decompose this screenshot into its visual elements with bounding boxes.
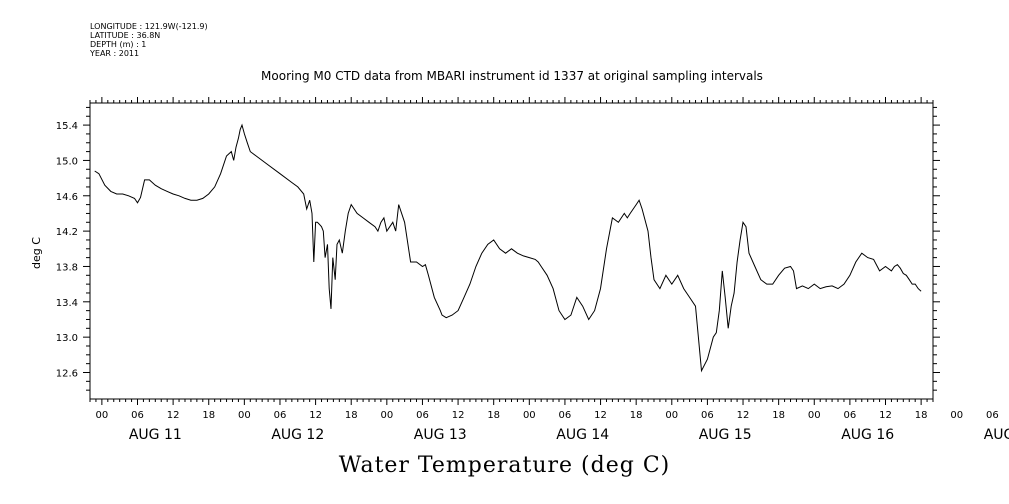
x-tick-label: 18 (345, 410, 358, 421)
y-tick-label: 13.8 (56, 262, 78, 273)
x-tick-label: 00 (96, 410, 109, 421)
y-tick-label: 12.6 (56, 368, 78, 379)
y-tick-label: 13.4 (56, 298, 78, 309)
x-tick-label: 12 (594, 410, 607, 421)
x-tick-label: 06 (986, 410, 999, 421)
x-tick-label: 00 (238, 410, 251, 421)
x-tick-label: 06 (274, 410, 287, 421)
axis-ticks (83, 97, 940, 405)
x-tick-label: 06 (701, 410, 714, 421)
x-axis-title: Water Temperature (deg C) (338, 453, 671, 478)
day-label: AUG 16 (841, 427, 894, 443)
x-tick-label: 06 (131, 410, 144, 421)
x-tick-label: 00 (665, 410, 678, 421)
y-tick-label: 13.0 (56, 333, 78, 344)
y-tick-label: 15.4 (56, 121, 78, 132)
x-tick-label: 00 (808, 410, 821, 421)
day-label: AUG 11 (129, 427, 182, 443)
x-tick-label: 12 (737, 410, 750, 421)
y-tick-labels: 12.6 13.0 13.4 13.8 14.2 14.6 15.0 15.4 (56, 121, 78, 379)
station-metadata: LONGITUDE : 121.9W(-121.9) LATITUDE : 36… (90, 22, 208, 58)
x-tick-label: 12 (167, 410, 180, 421)
y-tick-label: 15.0 (56, 156, 78, 167)
x-tick-label: 00 (380, 410, 393, 421)
plot-frame (89, 102, 934, 400)
x-tick-label: 06 (416, 410, 429, 421)
day-labels: AUG 11 AUG 12 AUG 13 AUG 14 AUG 15 AUG 16 AUG … (129, 427, 1009, 443)
x-tick-label: 12 (452, 410, 465, 421)
year-label: YEAR : 2011 (90, 49, 140, 58)
x-tick-label: 18 (915, 410, 928, 421)
x-tick-label: 18 (487, 410, 500, 421)
depth-label: DEPTH (m) : 1 (90, 40, 147, 49)
x-tick-label: 12 (879, 410, 892, 421)
x-tick-label: 00 (950, 410, 963, 421)
day-label: AUG 12 (271, 427, 324, 443)
x-tick-labels: 00 06 12 18 00 06 12 18 00 06 12 18 00 06 12 18 00 06 12 18… (96, 410, 999, 421)
longitude-label: LONGITUDE : 121.9W(-121.9) (90, 22, 208, 31)
x-tick-label: 18 (772, 410, 785, 421)
day-label: AUG 17 (984, 427, 1009, 443)
x-tick-label: 00 (523, 410, 536, 421)
x-tick-label: 18 (202, 410, 215, 421)
temperature-series-line (94, 123, 922, 373)
x-tick-label: 06 (559, 410, 572, 421)
y-tick-label: 14.6 (56, 192, 78, 203)
x-tick-label: 12 (309, 410, 322, 421)
x-tick-label: 06 (844, 410, 857, 421)
y-tick-label: 14.2 (56, 227, 78, 238)
x-tick-label: 18 (630, 410, 643, 421)
day-label: AUG 15 (699, 427, 752, 443)
day-label: AUG 14 (556, 427, 609, 443)
day-label: AUG 13 (414, 427, 467, 443)
latitude-label: LATITUDE : 36.8N (90, 31, 161, 40)
chart-title: Mooring M0 CTD data from MBARI instrumen… (261, 69, 763, 83)
y-axis-label: deg C (30, 237, 43, 269)
